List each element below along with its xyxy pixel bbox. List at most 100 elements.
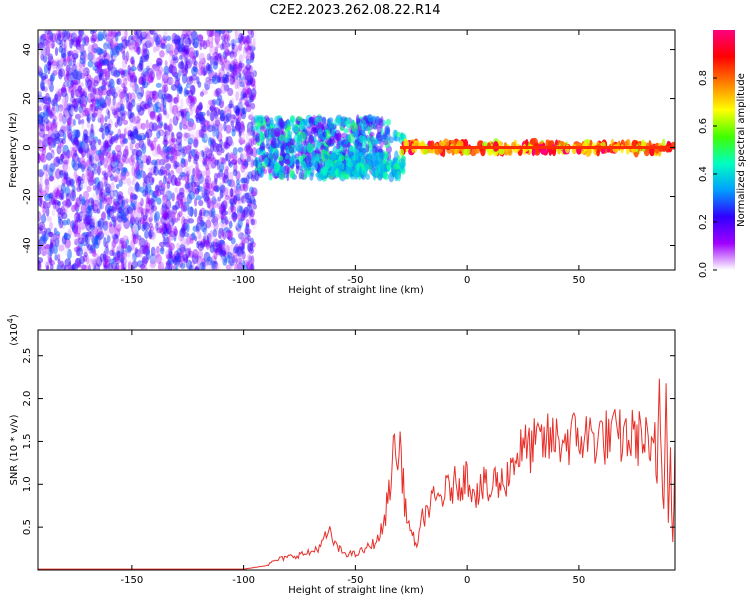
heatmap-cell xyxy=(182,124,188,130)
heatmap-cell xyxy=(161,77,168,89)
heatmap-cell xyxy=(209,106,215,112)
heatmap-cell xyxy=(224,187,228,197)
heatmap-cell xyxy=(230,53,235,63)
heatmap-cell xyxy=(239,122,245,129)
heatmap-cell xyxy=(233,64,240,73)
heatmap-cell xyxy=(92,185,97,191)
heatmap-cell xyxy=(204,188,208,197)
heatmap-cell xyxy=(148,167,153,173)
heatmap-cell xyxy=(231,128,236,137)
heatmap-cell xyxy=(174,177,178,186)
heatmap-cell xyxy=(66,66,73,72)
heatmap-cell xyxy=(75,138,80,148)
heatmap-cell xyxy=(193,55,197,61)
heatmap-cell xyxy=(195,108,199,115)
heatmap-cell xyxy=(163,211,169,218)
heatmap-cell xyxy=(194,208,198,218)
heatmap-cell xyxy=(57,259,61,265)
heatmap-cell xyxy=(204,175,212,186)
heatmap-cell xyxy=(57,158,64,165)
heatmap-cell xyxy=(194,266,200,270)
heatmap-cell xyxy=(234,79,239,90)
heatmap-cell xyxy=(245,145,253,156)
heatmap-cell xyxy=(249,194,255,205)
heatmap-cell xyxy=(123,128,128,136)
heatmap-cell xyxy=(139,245,147,255)
heatmap-cell xyxy=(91,168,98,175)
heatmap-cell xyxy=(292,126,299,132)
heatmap-cell xyxy=(191,30,198,41)
heatmap-cell xyxy=(177,61,185,70)
heatmap-cell xyxy=(78,82,84,88)
colorbar-tick-label: 0.4 xyxy=(698,166,709,182)
heatmap-cell xyxy=(209,142,215,153)
heatmap-cell xyxy=(45,261,50,270)
heatmap-cell xyxy=(75,212,80,219)
heatmap-cell xyxy=(184,89,190,95)
heatmap-cell xyxy=(158,66,164,74)
heatmap-cell xyxy=(176,192,184,202)
heatmap-cell xyxy=(281,121,285,129)
heatmap-cell xyxy=(375,164,380,172)
heatmap-cell xyxy=(50,74,54,85)
bottom-xtick-label: 0 xyxy=(464,575,470,586)
heatmap-cell xyxy=(81,196,86,205)
heatmap-cell xyxy=(74,88,81,98)
heatmap-cell xyxy=(245,142,251,152)
heatmap-cell xyxy=(73,102,79,113)
heatmap-cell xyxy=(135,153,139,162)
heatmap-cell xyxy=(204,77,210,85)
multiplier-suffix: ) xyxy=(9,314,20,318)
heatmap-cell xyxy=(214,33,220,39)
heatmap-cell xyxy=(97,110,101,120)
heatmap-cell xyxy=(228,232,233,239)
heatmap-cell xyxy=(185,247,191,259)
heatmap-cell xyxy=(161,202,168,214)
heatmap-cell xyxy=(210,180,218,192)
heatmap-cell xyxy=(394,170,398,182)
heatmap-cell xyxy=(47,60,52,66)
heatmap-cell xyxy=(203,145,210,155)
heatmap-cell xyxy=(121,71,125,82)
heatmap-cell xyxy=(156,143,161,155)
heatmap-cell xyxy=(212,129,217,137)
heatmap-cell xyxy=(202,40,208,50)
heatmap-cell xyxy=(237,227,242,239)
heatmap-cell xyxy=(81,173,86,182)
heatmap-cell xyxy=(72,36,79,47)
heatmap-cell xyxy=(96,189,101,201)
heatmap-cell xyxy=(191,252,199,260)
heatmap-cell xyxy=(64,258,72,267)
heatmap-cell xyxy=(186,76,192,85)
heatmap-cell xyxy=(241,195,246,204)
heatmap-cell xyxy=(156,246,160,254)
heatmap-cell xyxy=(75,129,80,139)
heatmap-cell xyxy=(115,167,121,175)
heatmap-cell xyxy=(179,171,186,178)
heatmap-cell xyxy=(187,137,194,145)
heatmap-cell xyxy=(109,88,115,95)
heatmap-cell xyxy=(152,140,158,149)
heatmap-cell xyxy=(223,196,230,205)
heatmap-cell xyxy=(201,57,206,65)
heatmap-cell xyxy=(79,255,85,265)
heatmap-cell xyxy=(165,43,173,52)
heatmap-cell xyxy=(85,198,90,205)
heatmap-cell xyxy=(90,171,95,181)
heatmap-cell xyxy=(184,48,190,54)
heatmap-cell xyxy=(89,103,94,111)
heatmap-cell xyxy=(110,245,116,252)
heatmap-cell xyxy=(109,209,113,217)
heatmap-cell xyxy=(182,201,190,212)
heatmap-cell xyxy=(98,115,105,124)
heatmap-cell xyxy=(50,60,58,66)
heatmap-cell xyxy=(69,146,76,153)
heatmap-cell xyxy=(182,33,190,45)
heatmap-cell xyxy=(207,30,211,37)
heatmap-cell xyxy=(150,143,155,152)
heatmap-cell xyxy=(87,92,93,104)
heatmap-cell xyxy=(238,232,245,240)
heatmap-cell xyxy=(89,129,95,140)
heatmap-cell xyxy=(45,206,50,217)
